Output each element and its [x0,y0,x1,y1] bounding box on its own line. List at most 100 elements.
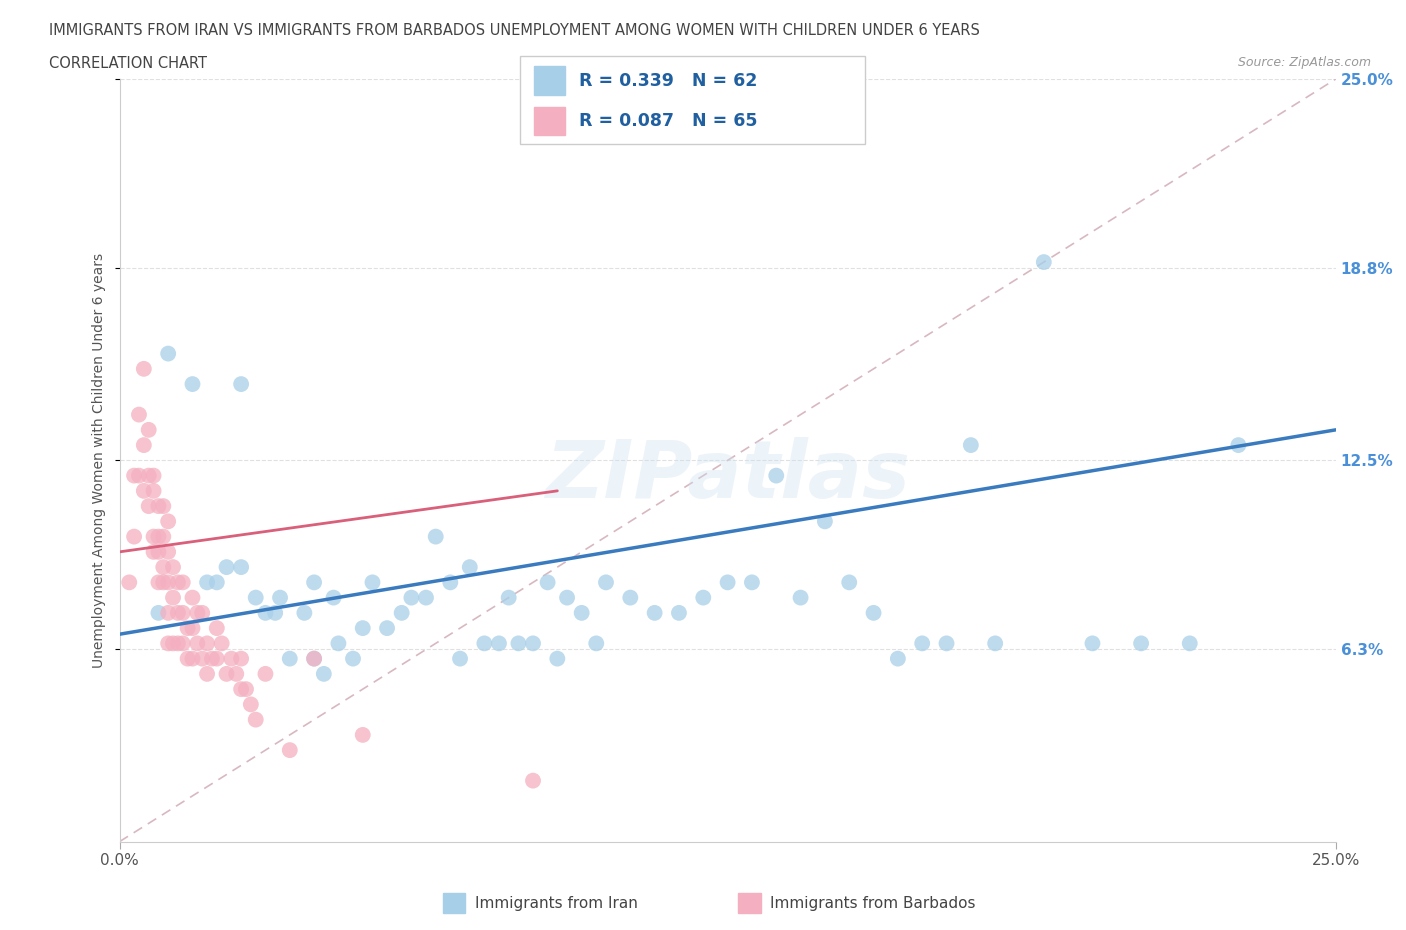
Point [789,591,811,605]
Point [122,529,145,544]
Text: Immigrants from Iran: Immigrants from Iran [475,896,638,910]
Point [148,605,170,620]
Point [157,636,180,651]
Point [862,605,884,620]
Point [157,544,180,559]
Point [132,438,155,453]
Point [264,605,287,620]
Point [449,651,471,666]
Point [215,560,238,575]
Point [278,651,301,666]
Point [302,651,325,666]
Point [814,514,837,529]
Point [644,605,666,620]
Point [176,651,198,666]
Text: Immigrants from Barbados: Immigrants from Barbados [770,896,976,910]
Point [254,605,277,620]
Point [195,667,218,682]
Point [152,529,174,544]
Point [181,591,204,605]
Point [488,636,510,651]
Point [231,377,253,392]
Point [167,636,190,651]
Point [152,498,174,513]
Point [231,682,253,697]
Point [741,575,763,590]
Point [959,438,981,453]
Point [181,377,204,392]
FancyBboxPatch shape [520,56,865,144]
Point [148,575,170,590]
Point [1130,636,1153,651]
Point [239,697,262,711]
Bar [534,107,565,136]
Point [157,605,180,620]
Point [595,575,617,590]
Point [157,514,180,529]
Point [1227,438,1250,453]
Point [142,468,165,483]
Point [322,591,344,605]
Point [152,560,174,575]
Point [181,620,204,635]
Point [225,667,247,682]
Point [1081,636,1104,651]
Point [205,651,228,666]
Point [1032,255,1054,270]
Text: IMMIGRANTS FROM IRAN VS IMMIGRANTS FROM BARBADOS UNEMPLOYMENT AMONG WOMEN WITH C: IMMIGRANTS FROM IRAN VS IMMIGRANTS FROM … [49,23,980,38]
Point [984,636,1007,651]
Point [157,346,180,361]
Point [472,636,496,651]
Point [152,575,174,590]
Point [191,605,214,620]
Point [142,544,165,559]
Bar [534,66,565,95]
Text: ZIPatlas: ZIPatlas [546,436,910,514]
Point [425,529,447,544]
Point [195,575,218,590]
Point [619,591,641,605]
Point [231,651,253,666]
Point [692,591,714,605]
Point [138,468,160,483]
Point [172,605,194,620]
Point [138,422,160,437]
Point [458,560,481,575]
Point [1178,636,1201,651]
Point [415,591,437,605]
Point [269,591,291,605]
Text: CORRELATION CHART: CORRELATION CHART [49,56,207,71]
Point [352,620,374,635]
Point [138,498,160,513]
Point [508,636,530,651]
Point [302,575,325,590]
Point [312,667,335,682]
Point [361,575,384,590]
Point [205,575,228,590]
Point [245,712,267,727]
Point [546,651,568,666]
Point [142,529,165,544]
Text: R = 0.339   N = 62: R = 0.339 N = 62 [579,72,758,89]
Point [148,544,170,559]
Point [128,468,150,483]
Point [498,591,520,605]
Point [401,591,423,605]
Point [176,620,198,635]
Point [132,484,155,498]
Point [186,636,208,651]
Point [328,636,350,651]
Point [911,636,934,651]
Point [162,636,184,651]
Point [132,362,155,377]
Point [215,667,238,682]
Point [221,651,243,666]
Point [211,636,233,651]
Point [128,407,150,422]
Text: R = 0.087   N = 65: R = 0.087 N = 65 [579,113,758,130]
Point [254,667,277,682]
Point [935,636,957,651]
Point [172,636,194,651]
Point [186,605,208,620]
Point [142,484,165,498]
